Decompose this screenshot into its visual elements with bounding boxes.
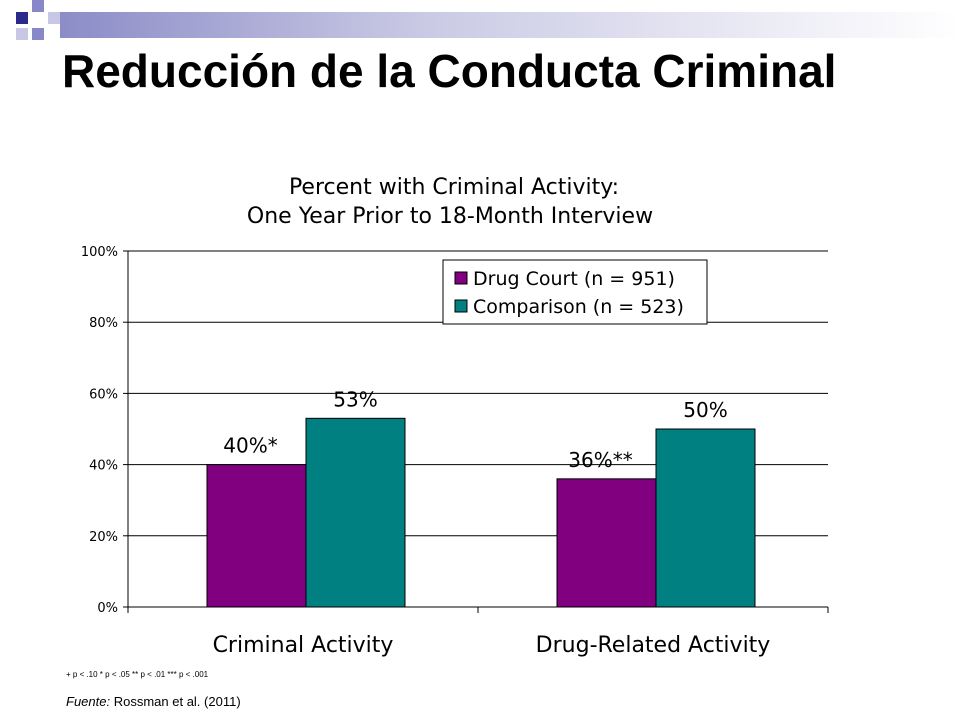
data-label: 50% <box>683 398 727 422</box>
deco-square-pale <box>16 28 28 40</box>
bar <box>556 478 657 608</box>
significance-note: + p < .10 * p < .05 ** p < .01 *** p < .… <box>66 670 209 679</box>
decorative-squares <box>0 0 80 60</box>
y-tick-label: 100% <box>81 245 118 260</box>
bar <box>206 464 307 608</box>
source-note: Fuente: Rossman et al. (2011) <box>66 694 241 709</box>
x-tick-label: Criminal Activity <box>213 633 394 658</box>
legend-swatch <box>454 299 468 313</box>
slide-title: Reducción de la Conducta Criminal <box>62 45 837 97</box>
legend-swatch <box>454 271 468 285</box>
legend-label: Comparison (n = 523) <box>473 296 684 318</box>
y-tick-label: 40% <box>89 459 118 474</box>
deco-square-light <box>32 28 44 40</box>
y-tick-label: 60% <box>89 387 118 402</box>
source-label: Fuente: <box>66 694 111 709</box>
source-text: Rossman et al. (2011) <box>113 694 241 709</box>
data-label: 53% <box>333 387 377 411</box>
x-tick-label: Drug-Related Activity <box>536 633 771 658</box>
bar <box>655 428 756 608</box>
chart-title: Percent with Criminal Activity: <box>289 175 619 200</box>
data-label: 36%** <box>568 448 632 472</box>
y-tick-label: 0% <box>97 601 118 616</box>
legend-label: Drug Court (n = 951) <box>473 268 675 290</box>
data-label: 40%* <box>223 434 277 458</box>
deco-square-pale <box>48 12 60 24</box>
y-tick-label: 80% <box>89 316 118 331</box>
deco-square-light <box>32 0 44 12</box>
legend-box <box>442 259 708 325</box>
y-tick-label: 20% <box>89 530 118 545</box>
deco-square-dark <box>16 12 28 24</box>
header-gradient-bar <box>60 12 960 38</box>
plot-area: 0% 20% 40% 60% 80% 100% 40%* 53% Criminal Activi… <box>81 245 829 658</box>
bar <box>305 417 406 608</box>
chart-subtitle: One Year Prior to 18-Month Interview <box>247 204 653 229</box>
